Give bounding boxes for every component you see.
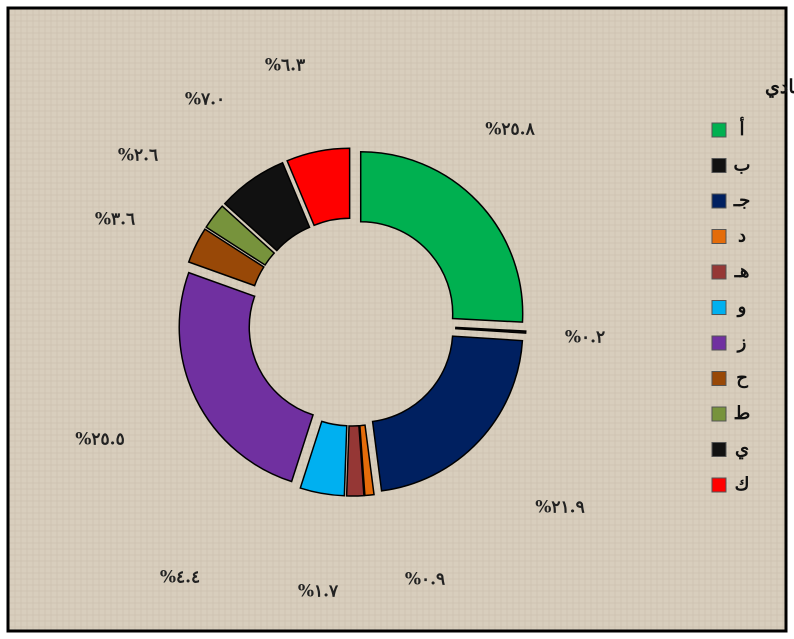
- data-label: %٦.٣: [265, 56, 305, 76]
- legend-label: هـ: [734, 261, 750, 282]
- legend-swatch: [711, 193, 727, 209]
- data-label: %٣.٦: [95, 210, 135, 230]
- data-label: %٤.٤: [160, 568, 200, 588]
- legend-label: ب: [734, 155, 751, 176]
- donut-segment: [345, 424, 365, 497]
- legend-label: د: [738, 226, 746, 247]
- legend-swatch: [711, 406, 727, 422]
- legend-swatch: [711, 442, 727, 457]
- data-label: %٠.٩: [405, 570, 445, 590]
- legend-swatch: [711, 264, 727, 280]
- legend-label: أ: [739, 117, 744, 140]
- donut-segment: [187, 228, 265, 287]
- legend-label: ك: [735, 474, 750, 495]
- donut-segment: [359, 424, 375, 497]
- donut-segment: [454, 326, 527, 334]
- legend-swatch: [711, 300, 727, 315]
- legend-label: و: [736, 297, 747, 318]
- data-label: %٧.٠: [185, 90, 225, 110]
- data-label: %٠.٢: [565, 328, 605, 348]
- donut-segment: [178, 271, 314, 483]
- legend-label: جـ: [733, 190, 750, 211]
- donut-segment: [223, 161, 311, 252]
- legend-swatch: [711, 335, 727, 351]
- legend-label: ز: [736, 332, 747, 353]
- legend-swatch: [711, 371, 727, 386]
- data-label: %٢.٦: [118, 146, 158, 166]
- data-label: %١.٧: [298, 582, 339, 602]
- donut-segment: [359, 150, 524, 323]
- data-label: %٢٥.٨: [485, 120, 535, 140]
- legend-label: ح: [736, 368, 748, 389]
- legend-title: أقسام النشاط الاقتصادي: [765, 73, 794, 99]
- legend-label: ي: [735, 439, 749, 460]
- donut-segment: [286, 147, 351, 227]
- legend-swatch: [711, 229, 727, 244]
- legend-swatch: [711, 477, 727, 493]
- data-label: %٢٥.٥: [75, 430, 124, 450]
- legend-label: ط: [734, 403, 751, 424]
- data-label: %٢١.٩: [535, 498, 584, 518]
- legend-swatch: [711, 122, 727, 138]
- legend-swatch: [711, 158, 727, 173]
- donut-segment: [299, 420, 348, 497]
- donut-segment: [371, 335, 524, 492]
- donut-segment: [205, 205, 276, 267]
- frame: [6, 6, 788, 633]
